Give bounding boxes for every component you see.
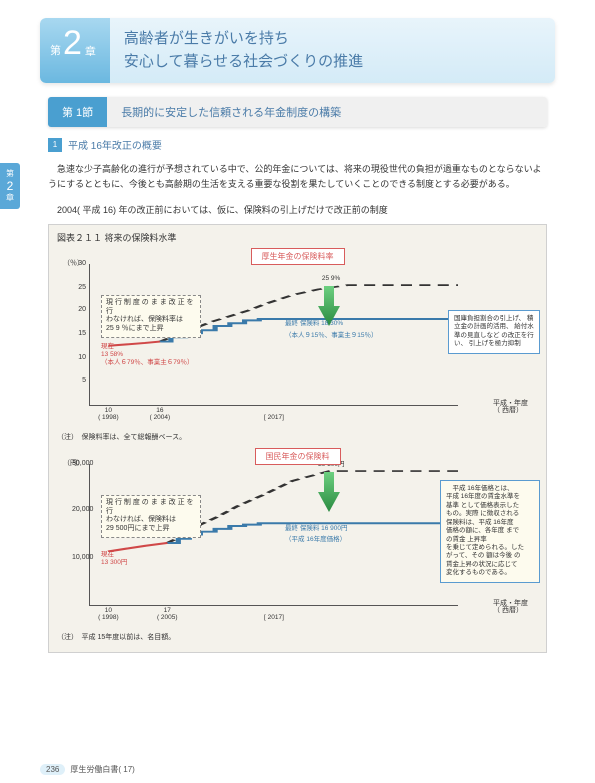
current-amount-label: 現在 13 300円: [101, 551, 127, 567]
chapter-title: 高齢者が生きがいを持ち 安心して暮らせる社会づくりの推進: [110, 18, 377, 83]
section-label: 第 1節: [48, 97, 107, 127]
side-note-box: 国庫負担割合の引上げ、 積立金の計画的活用、 給付水準の見直しなど の改正を行い…: [448, 310, 540, 354]
side-note-box: 平成 16年価格とは、 平成 16年度の賃金水準を 基準 として価格表示した も…: [440, 480, 540, 583]
subsection-number: 1: [48, 138, 62, 152]
chart-bottom-note: （注） 平成 15年度以前は、名目額。: [57, 632, 538, 642]
chart-top-axes: 30 25 20 15 10 5 10( 1998) 16( 2004) [ 2…: [89, 264, 458, 406]
final-amount-sub: （平成 16年度価格）: [285, 536, 346, 544]
chart-bottom-axes: 30,000 20,000 10,000 10( 1998) 17( 2005)…: [89, 464, 458, 606]
chart-bottom-title: 国民年金の保険料: [255, 448, 341, 465]
body-paragraph-1: 急速な少子高齢化の進行が予想されている中で、公的年金については、将来の現役世代の…: [48, 162, 547, 193]
subsection-header: 1 平成 16年改正の概要: [48, 137, 547, 152]
scenario-box: 現 行 制 度 の ま ま 改 正 を 行 わなければ、保険料は 29 500円…: [101, 495, 201, 538]
final-rate-sub: （本人９15％、事業主９15％）: [285, 332, 377, 340]
down-arrow-icon: [318, 472, 340, 512]
scenario-box: 現 行 制 度 の ま ま 改 正 を 行 わなければ、保険料率は 25 9 ％…: [101, 295, 201, 338]
final-amount-label: 最終 保険料 16 900円: [285, 525, 348, 533]
footer-source: 厚生労働白書( 17): [70, 764, 134, 775]
final-rate-label: 最終 保険料 18 30%: [285, 320, 343, 328]
chart-top-note: （注） 保険料率は、全て総報酬ベース。: [57, 432, 538, 442]
chart-bottom-x-label: 平成・年度（ 西暦）: [493, 600, 528, 615]
chapter-header: 第 2 章 高齢者が生きがいを持ち 安心して暮らせる社会づくりの推進: [40, 18, 555, 83]
chart-top-x-label: 平成・年度（ 西暦）: [493, 400, 528, 415]
section-header: 第 1節 長期的に安定した信頼される年金制度の構築: [48, 97, 547, 127]
chapter-suf: 章: [85, 43, 96, 59]
chapter-badge: 第 2 章: [40, 18, 110, 83]
subsection-title: 平成 16年改正の概要: [68, 137, 162, 152]
chart-top: 厚生年金の保険料率 （％） 30 25 20 15 10 5 10( 1998)…: [57, 248, 538, 428]
chapter-number: 2: [63, 26, 82, 60]
chart-top-title: 厚生年金の保険料率: [251, 248, 345, 265]
chart-bottom: 国民年金の保険料 （円） 30,000 20,000 10,000 10( 19…: [57, 448, 538, 628]
page-number: 236: [40, 764, 65, 775]
figure-caption: 図表２１１ 将来の保険料水準: [57, 231, 538, 244]
chapter-pre: 第: [50, 42, 61, 58]
side-chapter-tab: 第 2 章: [0, 163, 20, 209]
body-paragraph-2: 2004( 平成 16) 年の改正前においては、仮に、保険料の引上げだけで改正前…: [48, 203, 547, 218]
figure-block: 図表２１１ 将来の保険料水準 厚生年金の保険料率 （％） 30 25 20 15…: [48, 224, 547, 653]
current-rate-label: 現在 13 58% （本人６79％、事業主６79％）: [101, 343, 193, 367]
peak-label: 25 9%: [322, 275, 340, 283]
section-title: 長期的に安定した信頼される年金制度の構築: [107, 97, 547, 127]
page-footer: 236 厚生労働白書( 17): [40, 764, 135, 775]
